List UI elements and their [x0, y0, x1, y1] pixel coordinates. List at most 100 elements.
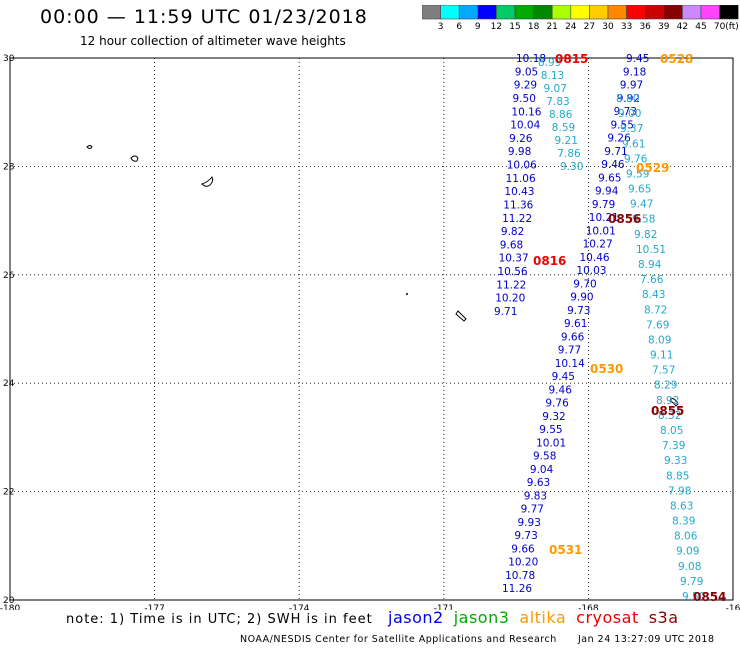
pass-time-label: 0856 [608, 212, 641, 226]
swh-value-jason3: 9.50 [682, 591, 705, 603]
latitude-tick-label: 26 [3, 271, 15, 281]
swh-value-jason3: 8.72 [644, 304, 667, 316]
swh-value-jason3: 7.98 [668, 485, 691, 497]
jason3-track-west: 8.998.139.077.838.868.599.217.869.30 [538, 57, 583, 173]
colorbar-tick-label: 70 [713, 22, 726, 32]
swh-value-jason2: 9.18 [623, 66, 646, 78]
swh-value-jason3: 9.09 [676, 546, 699, 558]
latitude-tick-label: 28 [3, 162, 15, 172]
swh-value-jason2: 9.63 [527, 477, 550, 489]
swh-value-jason2: 10.14 [555, 358, 585, 370]
swh-value-jason3: 9.07 [544, 83, 567, 95]
swh-value-jason3: 10.51 [636, 244, 666, 256]
swh-value-jason2: 9.82 [501, 226, 524, 238]
swh-value-jason2: 11.22 [502, 213, 532, 225]
colorbar-tick-label: 39 [658, 22, 670, 32]
swh-value-jason2: 10.01 [536, 437, 566, 449]
colorbar-tick-label: 15 [509, 22, 521, 32]
pass-time-label: 0855 [651, 404, 684, 418]
colorbar-labels: 3 6 9 12 15 18 21 24 27 30 33 36 39 42 45 70 (ft) [422, 22, 740, 34]
swh-value-jason3: 7.57 [652, 365, 675, 377]
swh-value-jason3: 9.30 [560, 161, 583, 173]
swh-value-jason3: 7.86 [557, 148, 581, 160]
swh-value-jason3: 8.63 [670, 501, 693, 513]
swh-value-jason2: 9.61 [564, 318, 587, 330]
wave-height-map: -180 -177 -174 -171 -168 -16 30 28 26 24 22 20 10.1… [0, 52, 740, 610]
swh-value-jason2: 9.45 [552, 371, 575, 383]
swh-value-jason2: 11.22 [496, 279, 526, 291]
swh-value-jason3: 9.08 [678, 561, 701, 573]
island-shape [201, 176, 214, 187]
swh-value-jason3: 9.82 [634, 229, 657, 241]
longitude-tick-label: -16 [726, 604, 740, 610]
pass-time-label: 0816 [533, 254, 566, 268]
credit-line: NOAA/NESDIS Center for Satellite Applica… [240, 634, 557, 645]
swh-value-jason3: 8.39 [672, 516, 695, 528]
swh-value-jason2: 9.45 [626, 53, 649, 65]
swh-value-jason3: 7.69 [646, 319, 669, 331]
swh-value-jason3: 9.59 [626, 169, 649, 181]
swh-value-jason3: 8.92 [656, 395, 679, 407]
island-shape [406, 293, 408, 295]
pass-time-label: 0815 [555, 52, 588, 66]
colorbar-tick-label: 24 [565, 22, 577, 32]
swh-value-jason3: 9.58 [632, 214, 655, 226]
swh-value-jason2: 10.20 [495, 293, 525, 305]
swh-value-jason3: 7.66 [640, 274, 664, 286]
swh-value-jason3: 8.29 [654, 380, 677, 392]
swh-value-jason3: 9.79 [680, 576, 703, 588]
legend-entry-altika: altika [519, 608, 567, 627]
colorbar-tick-label: 3 [437, 22, 444, 32]
swh-value-jason3: 8.09 [648, 335, 671, 347]
units-note: note: 1) Time is in UTC; 2) SWH is in fe… [66, 612, 373, 627]
swh-value-jason2: 9.55 [539, 424, 562, 436]
swh-value-jason2: 9.55 [611, 119, 634, 131]
swh-value-jason2: 9.29 [514, 80, 537, 92]
colorbar-tick-label: 18 [527, 22, 540, 32]
swh-value-jason2: 9.83 [524, 490, 547, 502]
swh-value-jason2: 9.73 [514, 530, 537, 542]
swh-value-jason2: 10.78 [505, 570, 535, 582]
swh-value-jason2: 9.98 [508, 146, 531, 158]
swh-value-jason2: 9.73 [567, 305, 590, 317]
swh-value-jason2: 9.77 [558, 345, 581, 357]
jason2-track-east: 9.459.189.979.929.739.559.269.719.469.65… [502, 53, 649, 595]
colorbar-unit: (ft) [725, 22, 739, 32]
colorbar-tick-label: 30 [602, 22, 614, 32]
swh-value-jason2: 10.01 [586, 225, 616, 237]
colorbar-tick-label: 6 [456, 22, 463, 32]
swh-value-jason2: 9.05 [515, 66, 538, 78]
swh-value-jason3: 9.65 [628, 184, 651, 196]
swh-value-jason2: 9.26 [607, 133, 631, 145]
longitude-tick-label: -174 [289, 604, 310, 610]
swh-value-jason2: 11.36 [503, 200, 533, 212]
swh-value-jason3: 8.80 [616, 93, 639, 105]
swh-value-jason2: 9.32 [542, 411, 565, 423]
latitude-tick-label: 22 [3, 488, 14, 498]
pass-time-labels: 0815 0528 0529 0856 0816 0530 0855 0531 0854 [533, 52, 726, 604]
swh-value-jason2: 10.43 [504, 186, 534, 198]
colorbar-tick-label: 36 [639, 22, 651, 32]
swh-value-jason2: 9.79 [592, 199, 615, 211]
map-frame [9, 57, 734, 601]
island-shape [669, 397, 679, 407]
swh-value-jason3: 9.61 [622, 138, 645, 150]
swh-value-jason2: 10.06 [507, 160, 537, 172]
swh-value-jason3: 8.59 [552, 122, 575, 134]
colorbar-tick-label: 27 [583, 22, 596, 32]
colorbar-tick-label: 33 [620, 22, 633, 32]
swh-value-jason2: 9.50 [513, 93, 536, 105]
swh-value-jason3: 8.06 [674, 531, 698, 543]
swh-value-jason2: 10.20 [508, 557, 538, 569]
swh-value-jason3: 8.86 [549, 109, 573, 121]
colorbar [422, 5, 739, 20]
longitude-tick-label: -180 [0, 604, 20, 610]
swh-value-jason3: 8.05 [660, 425, 683, 437]
swh-value-jason2: 9.90 [570, 292, 593, 304]
swh-value-jason2: 10.16 [511, 106, 541, 118]
swh-value-jason2: 10.03 [576, 265, 606, 277]
colorbar-tick-label: 45 [695, 22, 707, 32]
swh-value-jason2: 9.66 [561, 331, 585, 343]
swh-value-jason2: 9.92 [617, 93, 640, 105]
